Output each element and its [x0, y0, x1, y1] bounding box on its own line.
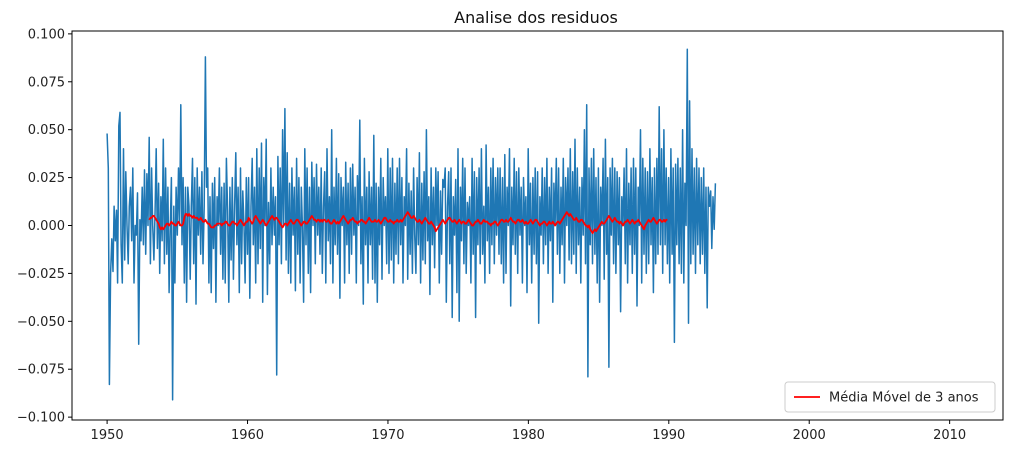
y-tick-label: −0.050 — [17, 315, 65, 330]
x-axis-ticks: 1950 1960 1970 1980 1990 2000 2010 — [91, 420, 966, 443]
y-tick-label: −0.025 — [17, 267, 65, 282]
x-tick-label: 1950 — [91, 428, 124, 443]
moving-average-series-line — [148, 211, 668, 235]
x-tick-label: 1960 — [231, 428, 264, 443]
x-tick-label: 1990 — [652, 428, 685, 443]
x-tick-label: 2010 — [933, 428, 966, 443]
x-tick-label: 1970 — [371, 428, 404, 443]
y-tick-label: 0.050 — [28, 123, 65, 138]
y-tick-label: 0.075 — [28, 75, 65, 90]
y-tick-label: 0.000 — [28, 219, 65, 234]
y-axis-ticks: 0.100 0.075 0.050 0.025 0.000 −0.025 −0.050 −0.… — [17, 27, 72, 426]
legend-label-moving-average: Média Móvel de 3 anos — [829, 391, 979, 406]
residuals-series-line — [106, 48, 717, 401]
y-tick-label: −0.100 — [17, 411, 65, 426]
legend: Média Móvel de 3 anos — [784, 381, 996, 413]
chart-title: Analise dos residuos — [454, 8, 618, 27]
x-tick-label: 2000 — [793, 428, 826, 443]
legend-box — [784, 381, 996, 413]
y-tick-label: −0.075 — [17, 363, 65, 378]
y-tick-label: 0.100 — [28, 27, 65, 42]
plot-area — [106, 48, 717, 401]
y-tick-label: 0.025 — [28, 171, 65, 186]
x-tick-label: 1980 — [512, 428, 545, 443]
axes-frame — [71, 30, 1004, 421]
